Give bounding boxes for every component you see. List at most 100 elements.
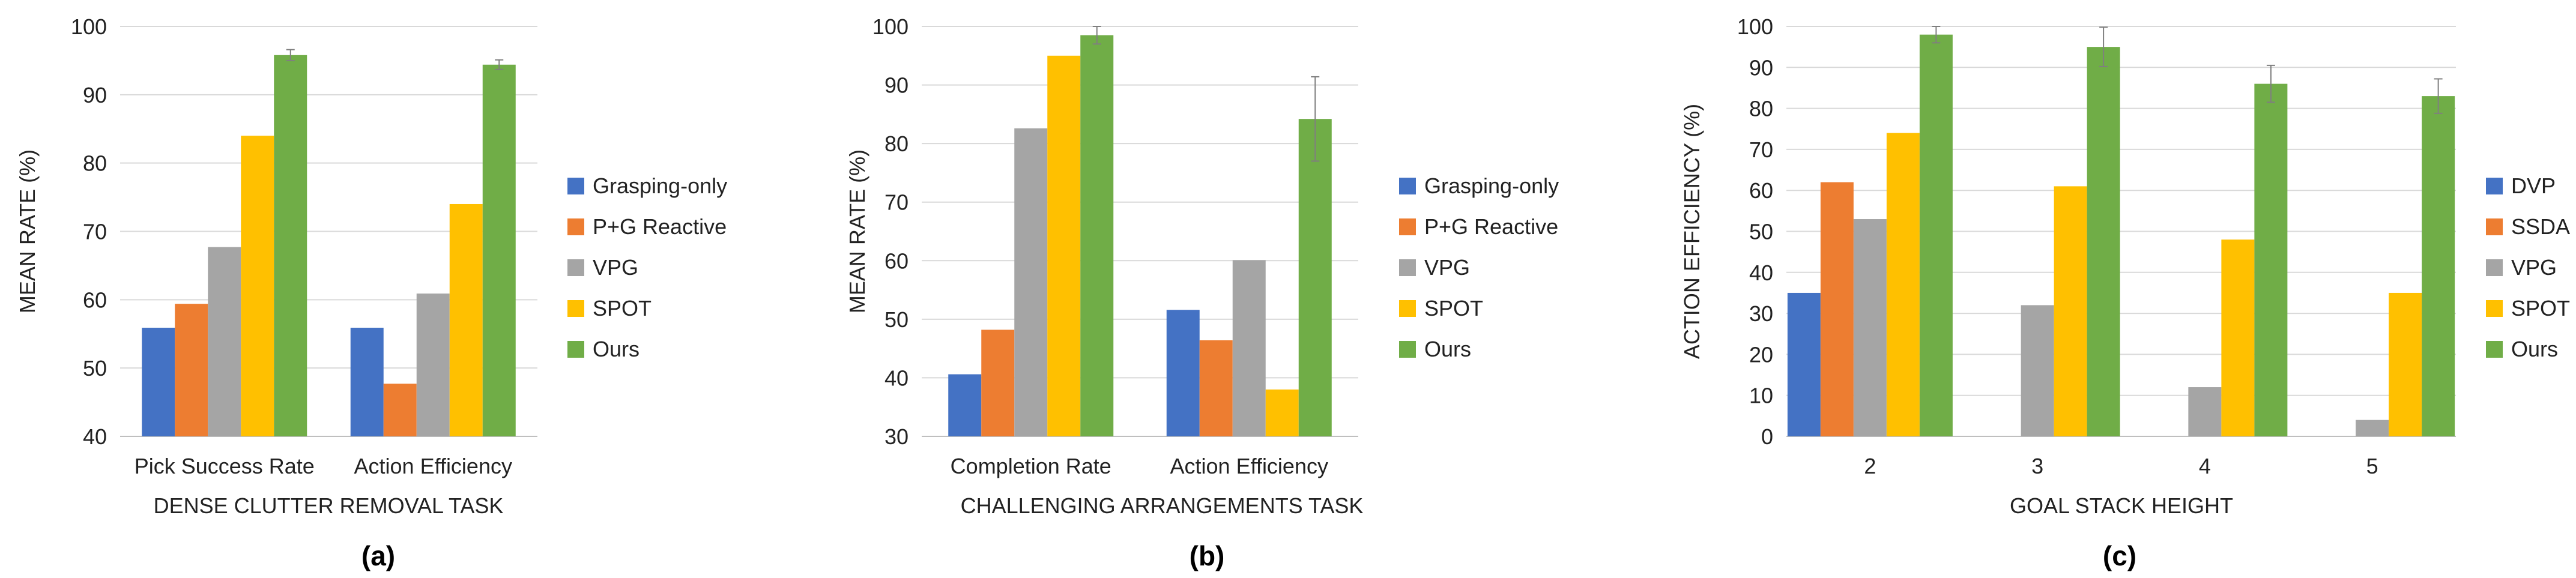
- legend-label-ours: Ours: [1424, 337, 1471, 361]
- legend-swatch-ours: [1399, 341, 1416, 358]
- legend-swatch-vpg: [2486, 259, 2503, 276]
- x-tick-label: Pick Success Rate: [135, 454, 315, 478]
- bar-ours-4: [2254, 83, 2288, 436]
- legend-label-vpg: VPG: [1424, 255, 1470, 280]
- bar-grasping-only-pick-success-rate: [142, 328, 175, 436]
- legend-swatch-p-g-reactive: [1399, 218, 1416, 235]
- bar-spot-completion-rate: [1047, 55, 1081, 437]
- bar-vpg-4: [2188, 387, 2222, 436]
- legend-label-spot: SPOT: [1424, 296, 1483, 321]
- y-tick-label: 80: [884, 131, 909, 156]
- bar-ours-2: [1919, 34, 1953, 437]
- legend-swatch-ssda: [2486, 218, 2503, 235]
- bar-p-g-reactive-action-efficiency: [1199, 340, 1233, 436]
- y-tick-label: 100: [71, 14, 107, 39]
- bar-ours-pick-success-rate: [274, 55, 307, 436]
- legend-swatch-spot: [1399, 300, 1416, 317]
- y-tick-label: 70: [884, 190, 909, 215]
- y-axis-title: ACTION EFFICIENCY (%): [1680, 104, 1704, 359]
- y-tick-label: 60: [83, 287, 107, 312]
- y-tick-label: 40: [83, 424, 107, 449]
- x-axis-title: DENSE CLUTTER REMOVAL TASK: [154, 493, 504, 518]
- bar-grasping-only-action-efficiency: [1166, 310, 1200, 436]
- legend-swatch-vpg: [1399, 259, 1416, 276]
- legend-label-grasping-only: Grasping-only: [593, 173, 727, 198]
- x-tick-label: Action Efficiency: [354, 454, 512, 478]
- legend-swatch-vpg: [567, 259, 584, 276]
- legend-swatch-spot: [2486, 300, 2503, 317]
- bar-spot-action-efficiency: [1265, 389, 1299, 436]
- legend-label-grasping-only: Grasping-only: [1424, 173, 1559, 198]
- bar-dvp-2: [1787, 292, 1821, 436]
- legend-label-spot: SPOT: [593, 296, 652, 321]
- y-tick-label: 70: [1749, 137, 1773, 162]
- x-tick-label: Action Efficiency: [1170, 454, 1328, 478]
- bar-spot-action-efficiency: [449, 203, 483, 436]
- y-axis-title: MEAN RATE (%): [845, 149, 869, 313]
- y-tick-label: 10: [1749, 384, 1773, 408]
- y-tick-label: 40: [884, 366, 909, 390]
- bar-grasping-only-action-efficiency: [350, 328, 384, 436]
- bar-p-g-reactive-completion-rate: [981, 330, 1015, 436]
- panel-label: (b): [1190, 540, 1225, 571]
- x-tick-label: 5: [2366, 454, 2378, 478]
- bar-vpg-5: [2356, 420, 2389, 436]
- bar-ours-5: [2422, 96, 2455, 437]
- legend-label-vpg: VPG: [2511, 255, 2557, 280]
- y-tick-label: 90: [1749, 55, 1773, 80]
- x-axis-title: GOAL STACK HEIGHT: [2010, 493, 2233, 518]
- bar-vpg-action-efficiency: [416, 294, 450, 436]
- chart-panel-b: 30 40 50 60 70 80 90 100 MEAN RATE (%) Completion…: [845, 14, 1559, 571]
- bar-ours-action-efficiency: [482, 64, 516, 437]
- bar-p-g-reactive-action-efficiency: [383, 384, 417, 436]
- legend-label-dvp: DVP: [2511, 173, 2556, 198]
- bar-ours-action-efficiency: [1298, 119, 1332, 437]
- bar-vpg-2: [1853, 219, 1887, 436]
- legend-swatch-grasping-only: [1399, 178, 1416, 194]
- bar-p-g-reactive-pick-success-rate: [175, 304, 208, 436]
- legend-swatch-ours: [2486, 341, 2503, 358]
- legend-label-p-g-reactive: P+G Reactive: [593, 214, 727, 239]
- bar-vpg-action-efficiency: [1232, 260, 1266, 436]
- legend-label-spot: SPOT: [2511, 296, 2570, 321]
- x-tick-label: 2: [1864, 454, 1876, 478]
- y-tick-label: 60: [884, 248, 909, 273]
- chart-panel-a: 40 50 60 70 80 90 100 MEAN RATE (%) Pick Success…: [15, 14, 727, 571]
- y-axis-title: MEAN RATE (%): [15, 149, 40, 313]
- bar-vpg-completion-rate: [1014, 128, 1048, 436]
- bar-ssda-2: [1820, 182, 1854, 436]
- bar-ours-completion-rate: [1080, 35, 1114, 436]
- bar-spot-2: [1886, 133, 1920, 436]
- panel-label: (a): [361, 540, 395, 571]
- bar-spot-4: [2221, 239, 2255, 436]
- y-tick-label: 30: [884, 424, 909, 449]
- legend-label-ours: Ours: [593, 337, 639, 361]
- legend-swatch-ours: [567, 341, 584, 358]
- legend-swatch-p-g-reactive: [567, 218, 584, 235]
- y-tick-label: 50: [884, 307, 909, 332]
- panel-label: (c): [2103, 540, 2136, 571]
- legend-swatch-dvp: [2486, 178, 2503, 194]
- legend-swatch-spot: [567, 300, 584, 317]
- x-tick-label: Completion Rate: [951, 454, 1111, 478]
- x-tick-label: 3: [2031, 454, 2043, 478]
- y-tick-label: 90: [884, 73, 909, 98]
- y-tick-label: 70: [83, 220, 107, 244]
- y-tick-label: 20: [1749, 342, 1773, 367]
- legend-swatch-grasping-only: [567, 178, 584, 194]
- bar-ours-3: [2087, 47, 2120, 436]
- legend-label-ours: Ours: [2511, 337, 2558, 361]
- x-tick-label: 4: [2199, 454, 2211, 478]
- y-tick-label: 50: [83, 356, 107, 381]
- bar-vpg-pick-success-rate: [208, 247, 241, 436]
- bar-grasping-only-completion-rate: [948, 374, 982, 436]
- bar-vpg-3: [2021, 305, 2054, 436]
- bar-spot-5: [2389, 292, 2422, 436]
- y-tick-label: 90: [83, 83, 107, 107]
- y-tick-label: 50: [1749, 220, 1773, 244]
- y-tick-label: 100: [1737, 14, 1773, 39]
- y-tick-label: 60: [1749, 178, 1773, 203]
- bar-spot-3: [2054, 186, 2087, 436]
- bar-spot-pick-success-rate: [241, 136, 274, 436]
